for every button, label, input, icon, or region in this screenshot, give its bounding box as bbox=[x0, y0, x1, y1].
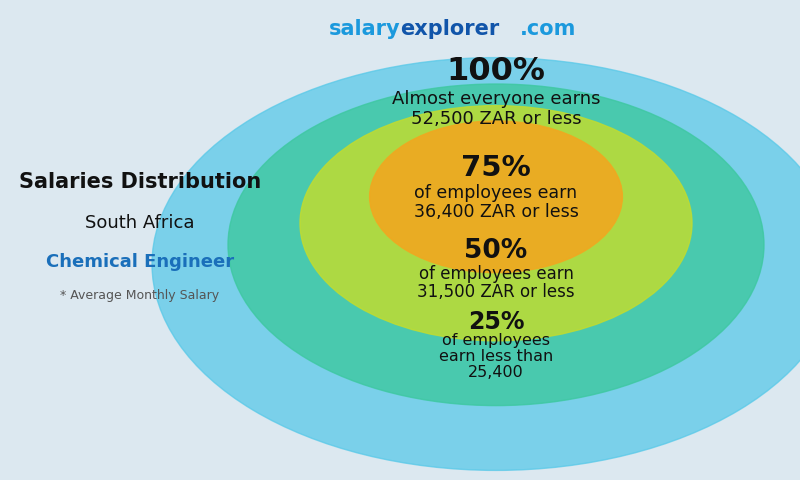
Text: of employees: of employees bbox=[442, 333, 550, 348]
Text: 75%: 75% bbox=[461, 154, 531, 182]
Text: salary: salary bbox=[328, 19, 400, 39]
Text: explorer: explorer bbox=[400, 19, 499, 39]
Text: earn less than: earn less than bbox=[439, 348, 553, 364]
Circle shape bbox=[370, 121, 622, 273]
Text: 100%: 100% bbox=[446, 57, 546, 87]
Circle shape bbox=[300, 106, 692, 341]
Text: South Africa: South Africa bbox=[86, 214, 194, 232]
Text: * Average Monthly Salary: * Average Monthly Salary bbox=[61, 288, 219, 302]
Text: .com: .com bbox=[520, 19, 576, 39]
Circle shape bbox=[228, 84, 764, 406]
Text: 50%: 50% bbox=[464, 238, 528, 264]
Text: 36,400 ZAR or less: 36,400 ZAR or less bbox=[414, 203, 578, 221]
Text: Almost everyone earns: Almost everyone earns bbox=[392, 90, 600, 108]
Text: 52,500 ZAR or less: 52,500 ZAR or less bbox=[410, 110, 582, 128]
Text: Salaries Distribution: Salaries Distribution bbox=[19, 172, 261, 192]
Text: of employees earn: of employees earn bbox=[414, 184, 578, 202]
Circle shape bbox=[152, 58, 800, 470]
Text: 31,500 ZAR or less: 31,500 ZAR or less bbox=[417, 283, 575, 301]
Text: Chemical Engineer: Chemical Engineer bbox=[46, 252, 234, 271]
Text: of employees earn: of employees earn bbox=[418, 264, 574, 283]
Text: 25,400: 25,400 bbox=[468, 365, 524, 380]
Text: 25%: 25% bbox=[468, 310, 524, 334]
